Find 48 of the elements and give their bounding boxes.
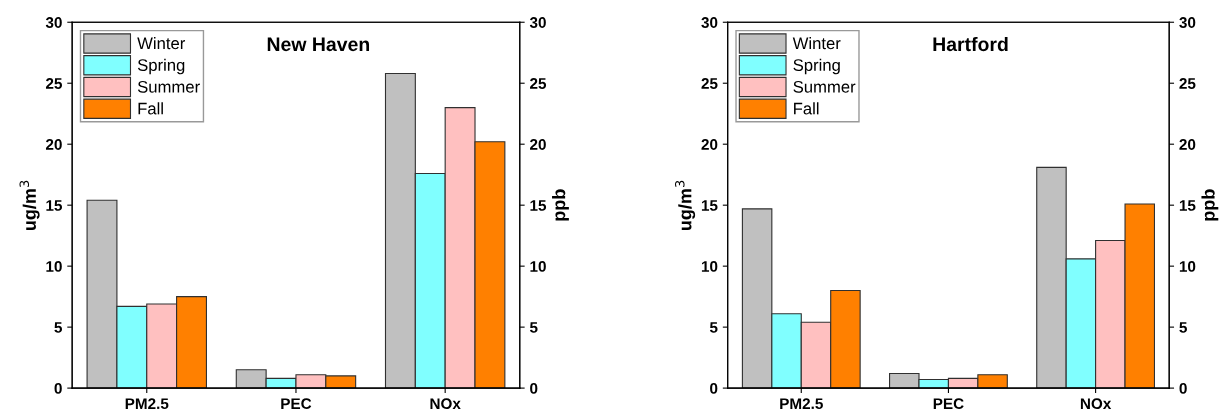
x-tick-label: PEC (933, 398, 964, 410)
y2-tick-label: 5 (1179, 322, 1187, 333)
legend-label: Fall (138, 102, 163, 115)
y-tick-label: 5 (54, 322, 63, 333)
legend-label: Winter (792, 37, 841, 50)
y-tick-label: 30 (701, 17, 718, 28)
y2-tick-label: 10 (530, 261, 546, 272)
y-axis-title: ug/m$^{3}$ (19, 180, 40, 231)
y2-tick-label: 15 (1179, 200, 1196, 211)
legend-label: Summer (793, 80, 856, 93)
legend-label: Summer (137, 80, 200, 93)
y2-tick-label: 15 (530, 200, 547, 211)
y-tick-label: 15 (46, 200, 63, 211)
x-tick-label: PM2.5 (125, 398, 169, 410)
text: New Haven (267, 37, 370, 52)
y-tick-label: 15 (701, 200, 718, 211)
x-tick-label: NOx (430, 398, 461, 410)
y2-tick-label: 5 (529, 322, 538, 333)
y2-tick-label: 0 (530, 382, 538, 394)
y2-axis-title: ppb (1201, 189, 1219, 221)
y2-tick-label: 10 (1179, 261, 1196, 272)
y2-tick-label: 25 (530, 78, 547, 89)
y-tick-label: 20 (701, 139, 718, 150)
y2-tick-label: 20 (1179, 139, 1196, 150)
legend-label: Winter (137, 37, 186, 50)
y2-axis-title: ppb (552, 189, 569, 221)
y2-tick-label: 25 (1179, 78, 1196, 89)
y2-tick-label: 20 (530, 139, 546, 150)
x-tick-label: PM2.5 (780, 398, 823, 410)
y-tick-label: 0 (54, 382, 62, 394)
y2-tick-label: 30 (1179, 17, 1196, 28)
y-tick-label: 10 (46, 261, 62, 272)
legend-label: Fall (794, 102, 819, 115)
x-tick-label: PEC (281, 398, 312, 410)
y-tick-label: 25 (45, 78, 63, 89)
x-tick-label: NOx (1080, 398, 1112, 410)
y2-tick-label: 30 (529, 17, 546, 28)
y2-tick-label: 0 (1179, 382, 1187, 394)
y-tick-label: 0 (710, 382, 718, 394)
y-tick-label: 20 (45, 139, 62, 150)
y-tick-label: 5 (709, 322, 718, 333)
y-tick-label: 10 (701, 261, 718, 272)
y-tick-label: 30 (45, 17, 62, 28)
y-axis-title: ug/m$^{3}$ (675, 180, 696, 231)
y-tick-label: 25 (701, 78, 718, 89)
text: Hartford (933, 36, 1008, 52)
legend-label: Spring (793, 58, 840, 75)
legend-label: Spring (137, 58, 185, 75)
